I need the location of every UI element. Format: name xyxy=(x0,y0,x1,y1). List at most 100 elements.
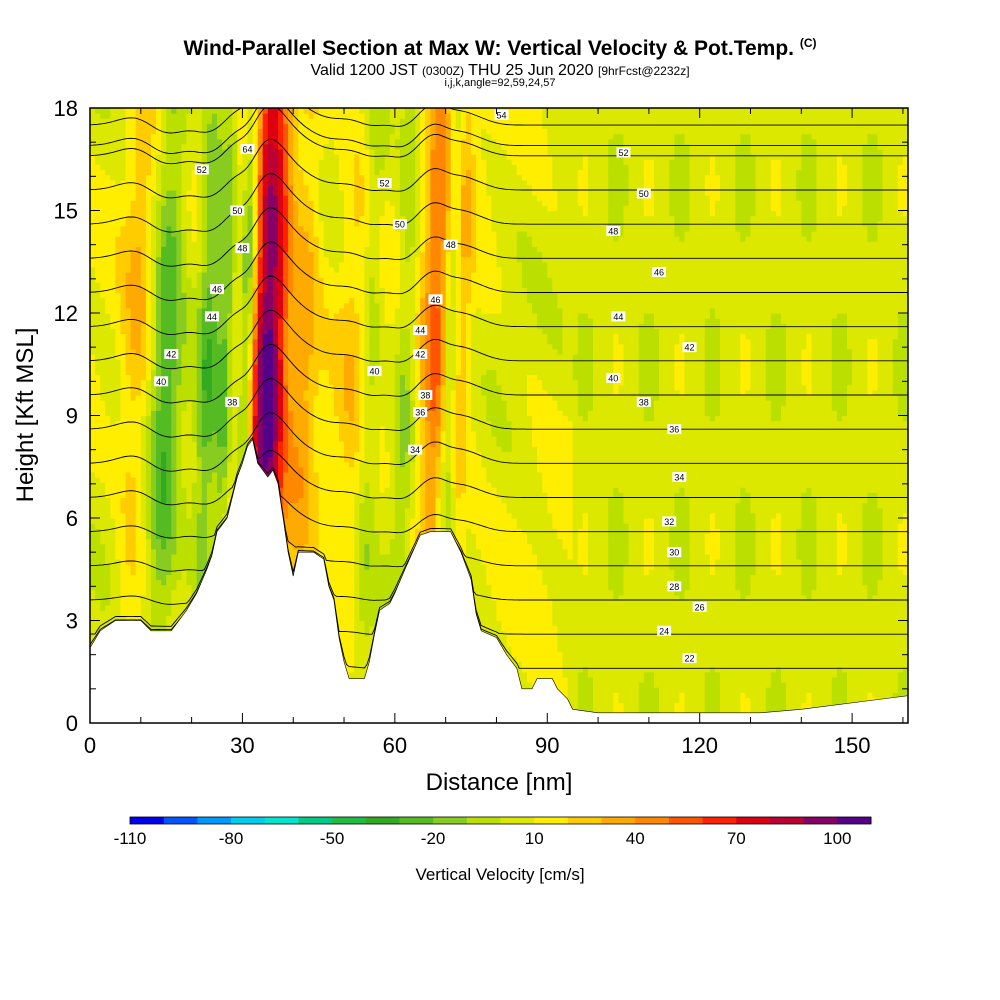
velocity-cell xyxy=(237,225,243,232)
velocity-cell xyxy=(135,348,142,355)
velocity-cell xyxy=(110,272,116,278)
velocity-cell xyxy=(262,369,269,376)
velocity-cell xyxy=(105,528,111,534)
velocity-cell xyxy=(105,108,111,114)
velocity-cell xyxy=(156,138,162,145)
velocity-cell xyxy=(196,425,203,432)
velocity-cell xyxy=(166,128,172,135)
velocity-cell xyxy=(222,343,228,350)
velocity-cell xyxy=(267,184,274,191)
velocity-cell xyxy=(247,184,254,191)
velocity-cell xyxy=(95,118,101,124)
velocity-cell xyxy=(100,149,106,155)
velocity-cell xyxy=(257,184,264,191)
velocity-cell xyxy=(90,420,96,427)
velocity-cell xyxy=(166,466,172,473)
velocity-cell xyxy=(176,302,183,309)
velocity-cell xyxy=(110,610,116,616)
velocity-cell xyxy=(90,471,96,478)
velocity-cell xyxy=(105,149,111,155)
velocity-cell xyxy=(237,364,243,370)
velocity-cell xyxy=(95,446,101,452)
velocity-cell xyxy=(278,174,284,181)
velocity-cell xyxy=(115,389,122,396)
velocity-cell xyxy=(145,497,152,504)
velocity-cell xyxy=(186,425,193,432)
velocity-cell xyxy=(232,430,238,437)
velocity-cell xyxy=(288,379,294,386)
velocity-cell xyxy=(110,395,116,401)
velocity-cell xyxy=(176,123,183,130)
velocity-cell xyxy=(95,359,101,365)
velocity-cell xyxy=(211,425,218,432)
velocity-cell xyxy=(186,436,193,442)
velocity-cell xyxy=(186,210,193,217)
velocity-cell xyxy=(105,128,111,135)
velocity-cell xyxy=(283,128,289,135)
velocity-cell xyxy=(252,184,259,191)
velocity-cell xyxy=(90,251,96,258)
velocity-cell xyxy=(130,477,137,483)
velocity-cell xyxy=(105,261,111,268)
velocity-cell xyxy=(151,123,157,130)
velocity-cell xyxy=(211,108,218,114)
velocity-cell xyxy=(267,266,274,273)
velocity-cell xyxy=(125,241,132,247)
velocity-cell xyxy=(161,594,167,601)
velocity-cell xyxy=(181,225,188,232)
velocity-cell xyxy=(130,389,137,396)
velocity-cell xyxy=(201,523,208,529)
velocity-cell xyxy=(161,246,167,253)
velocity-cell xyxy=(135,507,142,514)
velocity-cell xyxy=(125,507,132,514)
velocity-cell xyxy=(176,389,183,396)
velocity-cell xyxy=(267,374,274,381)
velocity-cell xyxy=(90,318,96,324)
velocity-cell xyxy=(293,333,299,340)
velocity-cell xyxy=(206,461,213,468)
velocity-cell xyxy=(120,287,127,294)
velocity-cell xyxy=(191,184,198,191)
velocity-cell xyxy=(217,405,223,411)
velocity-cell xyxy=(90,374,96,381)
velocity-cell xyxy=(135,379,142,386)
velocity-cell xyxy=(161,195,167,201)
velocity-cell xyxy=(115,446,122,452)
velocity-cell xyxy=(283,436,289,442)
velocity-cell xyxy=(191,497,198,504)
velocity-cell xyxy=(196,154,203,160)
velocity-cell xyxy=(90,384,96,391)
velocity-cell xyxy=(140,477,147,483)
velocity-cell xyxy=(196,518,203,524)
velocity-cell xyxy=(145,600,152,606)
velocity-cell xyxy=(196,174,203,181)
velocity-cell xyxy=(252,379,259,386)
velocity-cell xyxy=(145,174,152,181)
velocity-cell xyxy=(105,318,111,324)
velocity-cell xyxy=(206,210,213,217)
velocity-cell xyxy=(95,149,101,155)
velocity-cell xyxy=(125,441,132,447)
velocity-cell xyxy=(166,220,172,227)
velocity-cell xyxy=(288,446,294,452)
velocity-cell xyxy=(100,236,106,242)
velocity-cell xyxy=(217,261,223,268)
velocity-cell xyxy=(293,251,299,258)
velocity-cell xyxy=(288,456,294,463)
velocity-cell xyxy=(237,123,243,130)
velocity-cell xyxy=(217,497,223,504)
velocity-cell xyxy=(252,236,259,242)
velocity-cell xyxy=(140,169,147,176)
velocity-cell xyxy=(237,313,243,319)
velocity-cell xyxy=(278,471,284,478)
velocity-cell xyxy=(110,369,116,376)
velocity-cell xyxy=(242,297,249,304)
velocity-cell xyxy=(257,364,264,370)
velocity-cell xyxy=(257,118,264,124)
velocity-cell xyxy=(100,287,106,294)
velocity-cell xyxy=(211,461,218,468)
velocity-cell xyxy=(298,384,304,391)
velocity-cell xyxy=(145,313,152,319)
velocity-cell xyxy=(267,282,274,288)
velocity-cell xyxy=(191,272,198,278)
